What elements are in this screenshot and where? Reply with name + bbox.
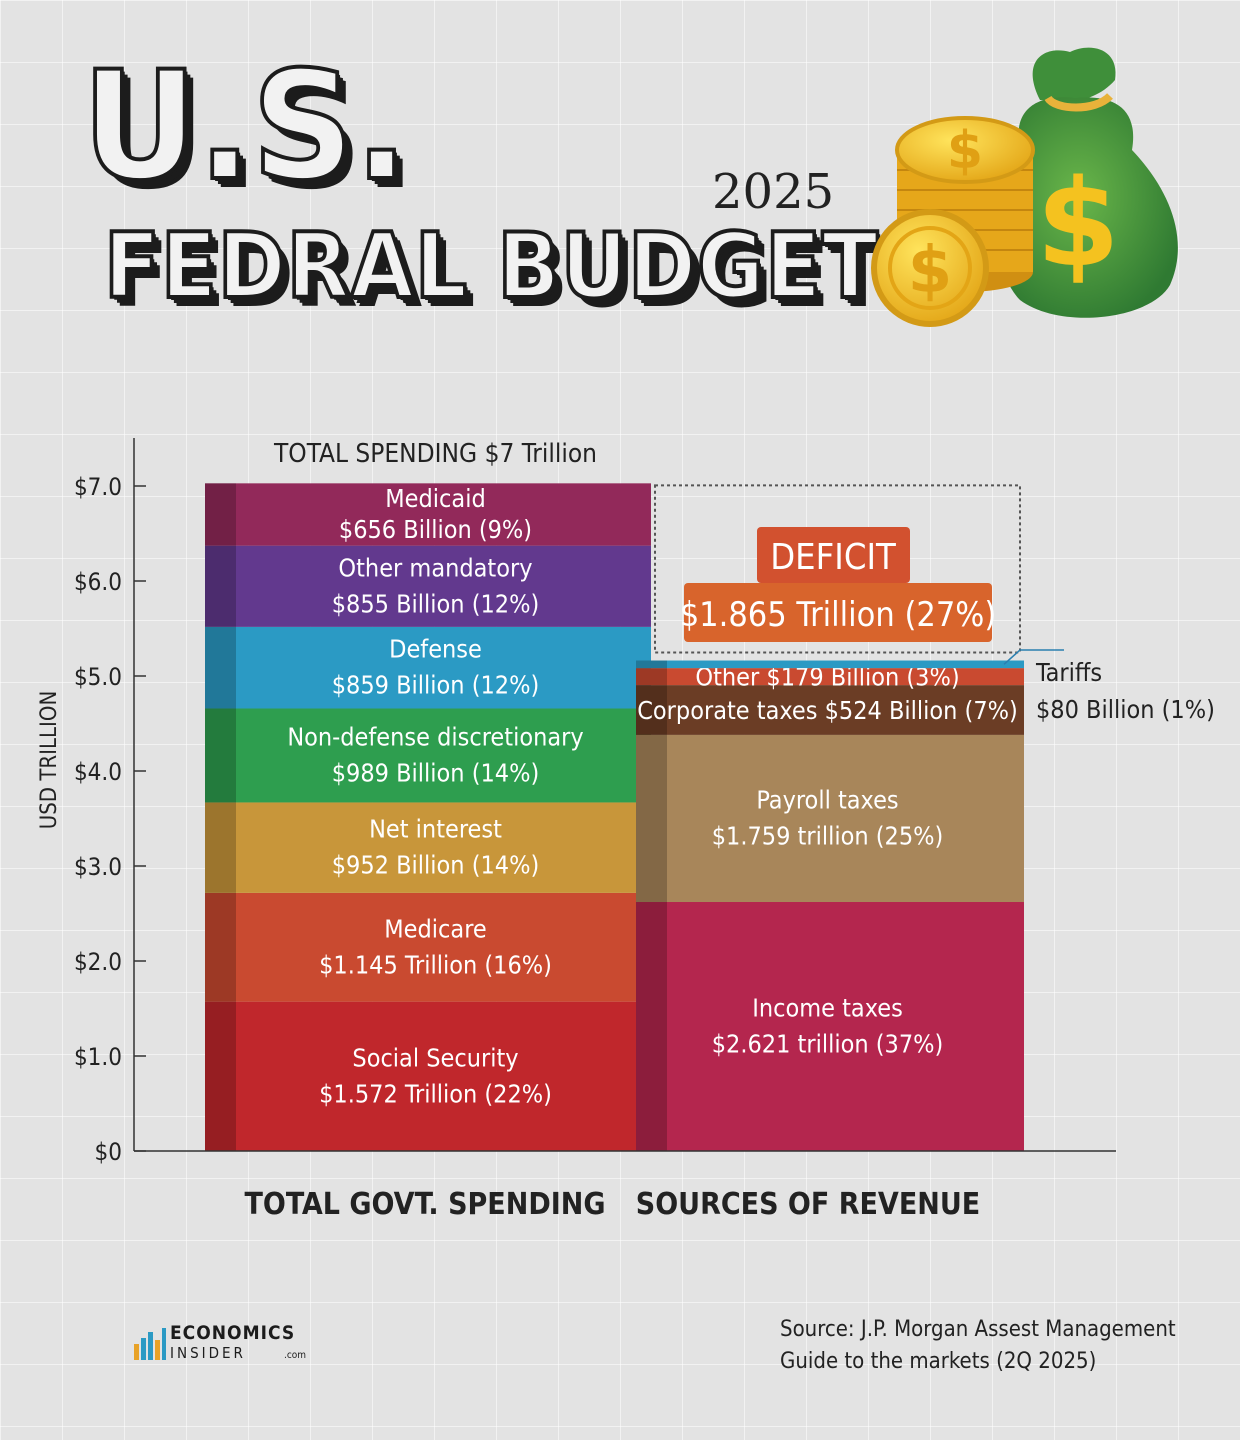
economics-insider-logo: ECONOMICS INSIDER .com: [132, 1322, 332, 1366]
other-mandatory-label: Other mandatory: [338, 553, 532, 582]
defense-label: Defense: [389, 635, 482, 664]
other-mandatory-segment-edge: [205, 545, 236, 627]
payroll-taxes-segment: [636, 734, 1024, 903]
income-taxes-label: Income taxes: [752, 994, 903, 1023]
income-taxes-segment-edge: [636, 902, 667, 1151]
y-axis-ticks: $0 $1.0 $2.0 $3.0 $4.0 $5.0 $6.0 $7.0: [74, 473, 146, 1166]
deficit-amount: $1.865 Trillion (27%): [680, 595, 997, 635]
net-interest-label: Net interest: [369, 815, 502, 844]
social-security-segment-edge: [205, 1001, 236, 1151]
net-interest-segment: [205, 802, 651, 893]
medicare-label: Medicare: [384, 914, 486, 943]
deficit-box: DEFICIT $1.865 Trillion (27%): [654, 484, 1021, 654]
deficit-amount-badge: [684, 583, 992, 642]
y-tick-label: $3.0: [74, 853, 122, 881]
y-tick-label: $0: [95, 1138, 122, 1166]
medicare-segment-edge: [205, 892, 236, 1002]
revenue-bar: Income taxes $2.621 trillion (37%) Payroll…: [636, 660, 1024, 1151]
non-defense-discretionary-segment: [205, 708, 651, 803]
other-segment-edge: [636, 668, 667, 686]
corporate-taxes-segment: [636, 685, 1024, 735]
defense-segment-edge: [205, 626, 236, 709]
y-tick-label: $7.0: [74, 473, 122, 501]
logo-word-suffix: .com: [284, 1350, 307, 1361]
title-year: 2025: [712, 164, 835, 220]
y-tick-label: $5.0: [74, 663, 122, 691]
payroll-taxes-value: $1.759 trillion (25%): [712, 821, 944, 850]
y-tick-label: $6.0: [74, 568, 122, 596]
spending-title: TOTAL SPENDING $7 Trillion: [273, 439, 597, 469]
source-note: Source: J.P. Morgan Assest Management Gu…: [780, 1314, 1176, 1378]
social-security-value: $1.572 Trillion (22%): [319, 1079, 552, 1108]
y-tick-label: $2.0: [74, 948, 122, 976]
tariffs-segment: [636, 660, 1024, 669]
deficit-label: DEFICIT: [770, 537, 896, 578]
other-segment: [636, 668, 1024, 686]
net-interest-value: $952 Billion (14%): [332, 851, 540, 880]
other-mandatory-value: $855 Billion (12%): [332, 589, 540, 618]
non-defense-discretionary-value: $989 Billion (14%): [332, 758, 540, 787]
title-federal-budget: FEDRAL BUDGET: [102, 214, 880, 319]
spending-bar: Social Security $1.572 Trillion (22%) Medi…: [205, 483, 651, 1151]
money-bag-coins-icon: $ $ $: [871, 47, 1178, 327]
corporate-taxes-label: Corporate taxes $524 Billion (7%): [637, 696, 1018, 725]
tariffs-label: Tariffs: [1035, 658, 1102, 687]
income-taxes-segment: [636, 902, 1024, 1151]
medicaid-value: $656 Billion (9%): [339, 515, 532, 544]
bar-chart-logo-icon: [134, 1328, 166, 1360]
medicare-segment: [205, 892, 651, 1002]
corporate-taxes-segment-edge: [636, 685, 667, 735]
social-security-segment: [205, 1001, 651, 1151]
non-defense-discretionary-label: Non-defense discretionary: [287, 722, 583, 751]
svg-text:$: $: [1036, 155, 1120, 294]
y-axis-label: USD TRILLION: [37, 691, 62, 830]
logo-word-economics: ECONOMICS: [170, 1322, 296, 1344]
y-tick-label: $4.0: [74, 758, 122, 786]
y-tick-label: $1.0: [74, 1043, 122, 1071]
medicaid-label: Medicaid: [385, 484, 485, 513]
category-label-spending: TOTAL GOVT. SPENDING: [244, 1187, 605, 1222]
income-taxes-value: $2.621 trillion (37%): [712, 1030, 944, 1059]
deficit-outline: [654, 484, 1021, 654]
svg-text:$: $: [908, 234, 953, 308]
tariffs-leader-line: [1003, 649, 1064, 665]
social-security-label: Social Security: [352, 1043, 518, 1072]
defense-value: $859 Billion (12%): [332, 671, 540, 700]
source-line-2: Guide to the markets (2Q 2025): [780, 1349, 1097, 1374]
defense-segment: [205, 626, 651, 709]
tariffs-segment-edge: [636, 660, 667, 669]
non-defense-discretionary-segment-edge: [205, 708, 236, 803]
title-us: U.S.: [80, 40, 410, 214]
svg-text:$: $: [947, 121, 983, 181]
other-mandatory-segment: [205, 545, 651, 627]
payroll-taxes-label: Payroll taxes: [756, 785, 898, 814]
medicare-value: $1.145 Trillion (16%): [319, 950, 552, 979]
tariffs-callout: Tariffs $80 Billion (1%): [1003, 649, 1215, 724]
net-interest-segment-edge: [205, 802, 236, 893]
logo-word-insider: INSIDER: [170, 1344, 246, 1362]
tariffs-value: $80 Billion (1%): [1036, 695, 1215, 724]
deficit-badge: [757, 527, 910, 583]
source-line-1: Source: J.P. Morgan Assest Management: [780, 1317, 1176, 1342]
medicaid-segment: [205, 483, 651, 546]
category-label-revenue: SOURCES OF REVENUE: [636, 1187, 980, 1222]
medicaid-segment-edge: [205, 483, 236, 546]
payroll-taxes-segment-edge: [636, 734, 667, 903]
